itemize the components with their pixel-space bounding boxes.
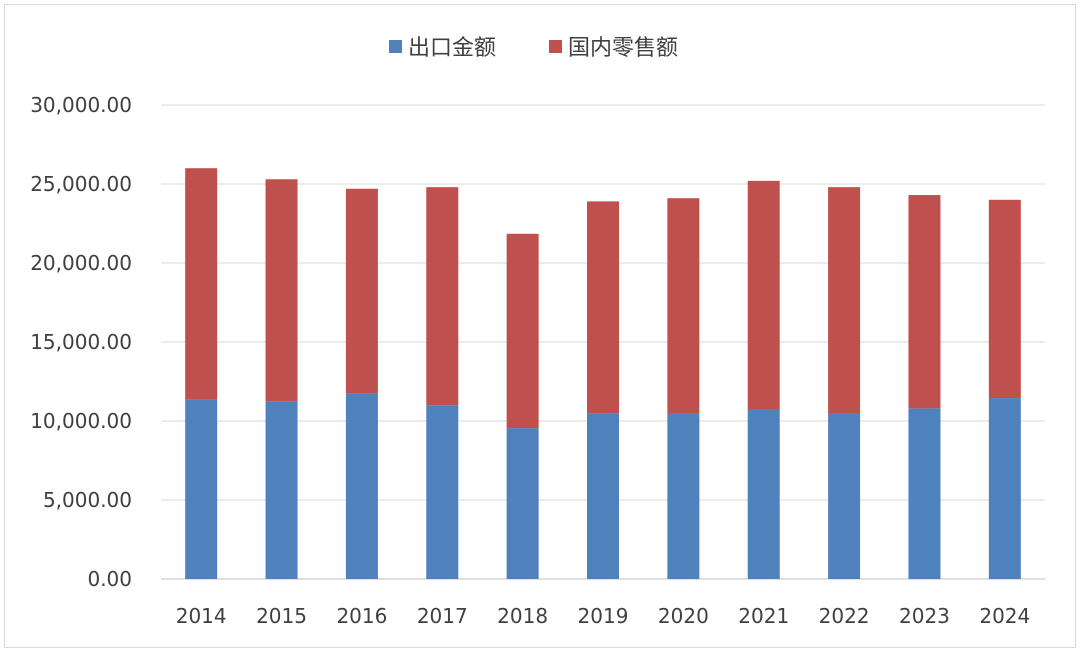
bar-domestic-retail [345,188,378,394]
bar-export-amount [667,413,700,579]
y-tick-label: 5,000.00 [43,488,132,512]
bar-domestic-retail [426,187,459,406]
x-tick-label: 2018 [497,604,548,628]
bar-domestic-retail [828,187,861,414]
legend-label-export: 出口金额 [408,36,496,61]
bar-export-amount [747,409,780,579]
bars [185,168,1021,579]
axes: 0.00 5,000.00 10,000.00 15,000.00 20,000.00 2… [30,93,1030,628]
y-tick-label: 25,000.00 [30,172,132,196]
x-tick-label: 2023 [899,604,950,628]
y-tick-label: 15,000.00 [30,330,132,354]
x-tick-label: 2014 [176,604,227,628]
legend-swatch-export [389,40,402,53]
y-tick-label: 10,000.00 [30,409,132,433]
bar-domestic-retail [265,179,298,402]
legend-swatch-domestic [549,40,562,53]
bar-export-amount [345,393,378,579]
x-tick-label: 2024 [979,604,1030,628]
bar-export-amount [587,413,619,579]
chart-frame: 0.00 5,000.00 10,000.00 15,000.00 20,000.00 2… [4,4,1076,648]
stacked-bar-chart: 0.00 5,000.00 10,000.00 15,000.00 20,000.00 2… [30,36,1045,628]
x-tick-label: 2022 [819,604,870,628]
x-tick-label: 2019 [578,604,629,628]
bar-domestic-retail [587,201,619,414]
y-tick-label: 30,000.00 [30,93,132,117]
legend: 出口金额 国内零售额 [389,36,678,61]
x-tick-label: 2016 [336,604,387,628]
bar-domestic-retail [747,180,780,410]
y-tick-label: 0.00 [87,567,132,591]
x-tick-label: 2015 [256,604,307,628]
bar-domestic-retail [506,233,539,429]
bar-export-amount [988,398,1021,579]
bar-export-amount [185,399,218,579]
bar-domestic-retail [988,199,1021,399]
bar-export-amount [265,401,298,579]
x-tick-label: 2021 [738,604,789,628]
x-tick-label: 2017 [417,604,468,628]
bar-export-amount [426,405,459,579]
bar-domestic-retail [667,198,700,414]
legend-label-domestic: 国内零售额 [568,36,678,61]
bar-export-amount [908,408,941,579]
bar-export-amount [506,428,539,579]
x-tick-label: 2020 [658,604,709,628]
bar-export-amount [828,413,861,579]
y-tick-label: 20,000.00 [30,251,132,275]
bar-domestic-retail [908,195,941,409]
bar-domestic-retail [185,168,218,400]
